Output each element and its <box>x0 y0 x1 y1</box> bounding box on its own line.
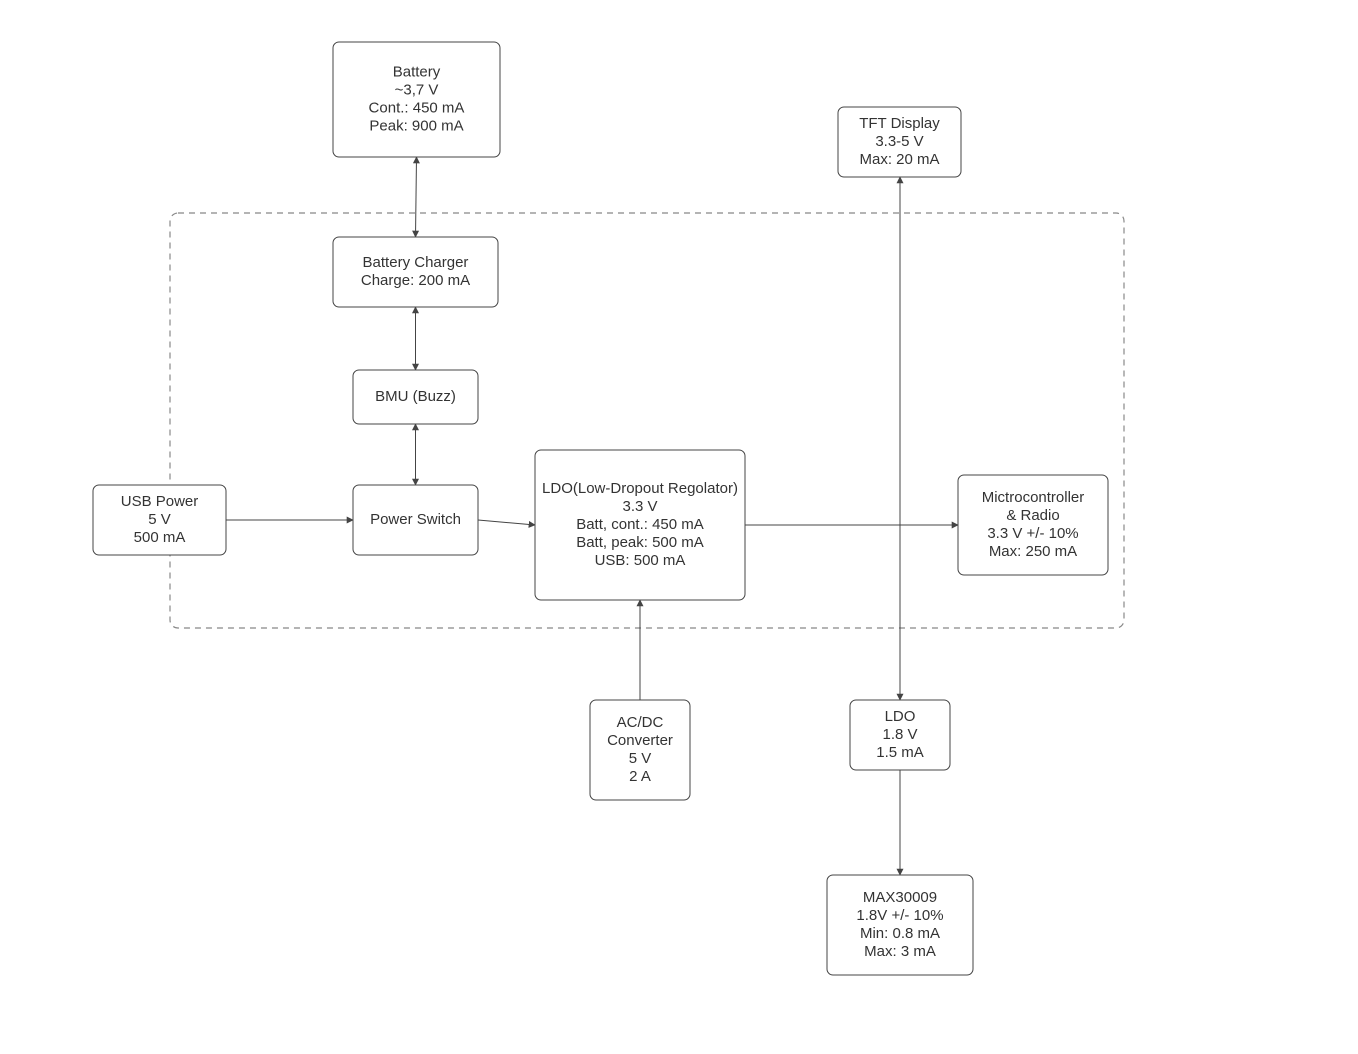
node-max30009-line-0: MAX30009 <box>863 889 937 906</box>
node-battery-line-0: Battery <box>393 63 441 80</box>
node-ldo18-line-2: 1.5 mA <box>876 744 924 761</box>
node-max30009: MAX300091.8V +/- 10%Min: 0.8 mAMax: 3 mA <box>827 875 973 975</box>
node-ldo18-line-1: 1.8 V <box>882 726 917 743</box>
power-block-diagram: Battery~3,7 VCont.: 450 mAPeak: 900 mABa… <box>0 0 1358 1054</box>
node-mcu: Mictrocontroller& Radio3.3 V +/- 10%Max:… <box>958 475 1108 575</box>
node-pswitch-line-0: Power Switch <box>370 511 461 528</box>
node-mcu-line-3: Max: 250 mA <box>989 543 1077 560</box>
node-acdc-line-3: 2 A <box>629 768 651 785</box>
node-ldo33: LDO(Low-Dropout Regolator)3.3 VBatt, con… <box>535 450 745 600</box>
node-max30009-line-1: 1.8V +/- 10% <box>856 907 943 924</box>
node-acdc-line-0: AC/DC <box>617 714 664 731</box>
node-battery-line-2: Cont.: 450 mA <box>369 99 465 116</box>
node-charger-line-1: Charge: 200 mA <box>361 272 470 289</box>
node-acdc-line-2: 5 V <box>629 750 652 767</box>
node-ldo18: LDO1.8 V1.5 mA <box>850 700 950 770</box>
node-charger: Battery ChargerCharge: 200 mA <box>333 237 498 307</box>
edge-pswitch-ldo33 <box>478 520 535 525</box>
node-usb-line-2: 500 mA <box>134 529 186 546</box>
node-usb-line-0: USB Power <box>121 493 199 510</box>
node-acdc-line-1: Converter <box>607 732 673 749</box>
node-tft: TFT Display3.3-5 VMax: 20 mA <box>838 107 961 177</box>
node-battery-line-1: ~3,7 V <box>395 81 439 98</box>
node-usb: USB Power5 V500 mA <box>93 485 226 555</box>
node-pswitch: Power Switch <box>353 485 478 555</box>
node-max30009-line-2: Min: 0.8 mA <box>860 925 940 942</box>
node-battery: Battery~3,7 VCont.: 450 mAPeak: 900 mA <box>333 42 500 157</box>
node-ldo18-line-0: LDO <box>885 708 916 725</box>
node-ldo33-line-3: Batt, peak: 500 mA <box>576 534 704 551</box>
edge-ldo33-tft <box>745 177 900 525</box>
node-mcu-line-2: 3.3 V +/- 10% <box>987 525 1078 542</box>
node-max30009-line-3: Max: 3 mA <box>864 943 936 960</box>
node-mcu-line-1: & Radio <box>1006 507 1059 524</box>
node-ldo33-line-4: USB: 500 mA <box>595 552 686 569</box>
node-acdc: AC/DCConverter5 V2 A <box>590 700 690 800</box>
node-tft-line-2: Max: 20 mA <box>859 151 939 168</box>
node-battery-line-3: Peak: 900 mA <box>369 117 463 134</box>
node-ldo33-line-1: 3.3 V <box>622 498 657 515</box>
node-tft-line-1: 3.3-5 V <box>875 133 923 150</box>
node-charger-line-0: Battery Charger <box>363 254 469 271</box>
node-bmu-line-0: BMU (Buzz) <box>375 388 456 405</box>
node-ldo33-line-0: LDO(Low-Dropout Regolator) <box>542 480 738 497</box>
node-tft-line-0: TFT Display <box>859 115 940 132</box>
edge-battery-charger <box>416 157 417 237</box>
node-usb-line-1: 5 V <box>148 511 171 528</box>
node-ldo33-line-2: Batt, cont.: 450 mA <box>576 516 704 533</box>
node-mcu-line-0: Mictrocontroller <box>982 489 1085 506</box>
node-bmu: BMU (Buzz) <box>353 370 478 424</box>
edge-ldo33-ldo18 <box>745 525 900 700</box>
